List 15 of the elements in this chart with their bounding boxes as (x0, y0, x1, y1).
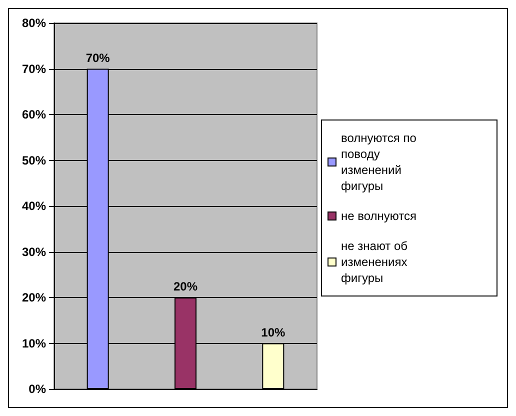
data-label: 70% (86, 50, 110, 65)
y-tick-label: 80% (22, 16, 46, 30)
y-tick-label: 0% (28, 382, 46, 396)
y-tick-label: 20% (22, 290, 46, 304)
data-label: 10% (261, 325, 286, 340)
y-tick-label: 30% (22, 244, 46, 259)
y-tick-label: 10% (22, 336, 46, 350)
y-tick-label: 50% (22, 153, 46, 168)
y-tick-label: 40% (22, 199, 46, 213)
data-label: 20% (173, 280, 198, 294)
y-tick-label: 60% (22, 108, 46, 122)
y-tick-label: 70% (22, 62, 46, 76)
legend-label: волнуются по поводу изменений фигуры (341, 131, 420, 193)
legend-label: не знают об изменениях фигуры (341, 239, 411, 285)
legend-label: не волнуются (341, 209, 417, 223)
